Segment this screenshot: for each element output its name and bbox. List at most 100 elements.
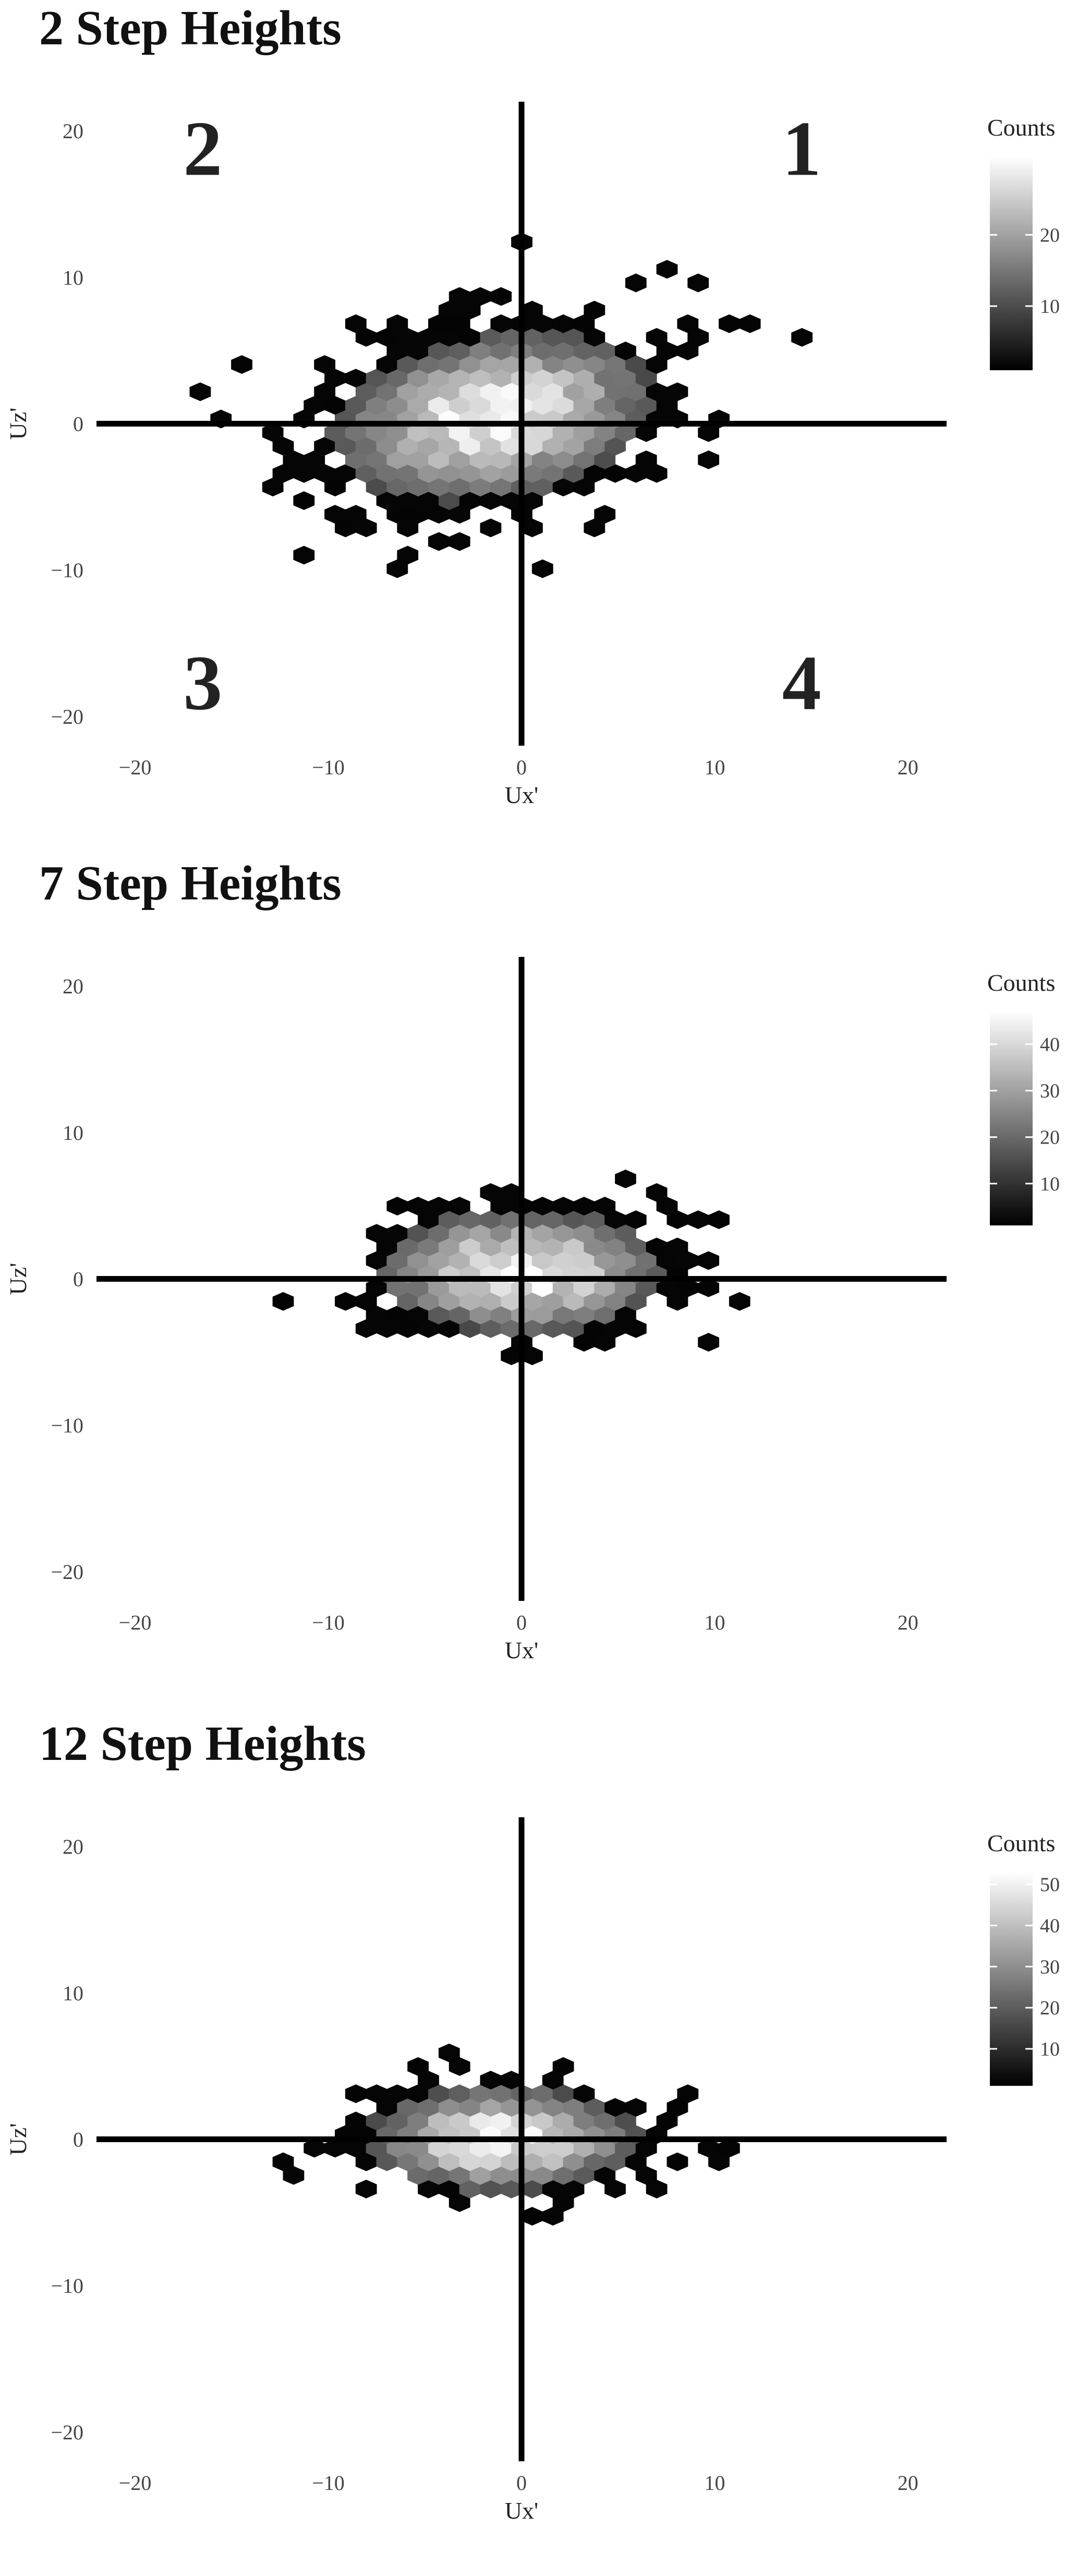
hexbin-cell	[345, 314, 367, 333]
y-tick-label: 10	[63, 1982, 83, 2005]
hexbin-cell	[594, 1197, 616, 1216]
hexbin-cell	[272, 1292, 294, 1311]
hexbin-cell	[480, 518, 502, 538]
x-axis-label: Ux'	[505, 782, 539, 808]
y-tick-label: 20	[63, 975, 83, 998]
hexbin-chart-3: 12 Step Heights −20 −10 0 10 20 −20 −10 0 10 20 Ux'…	[5, 1717, 1060, 2524]
y-tick-label: −20	[51, 1560, 83, 1584]
y-axis-label: Uz'	[5, 1263, 31, 1295]
hexbin-cell	[407, 2057, 429, 2076]
hexbin-cell	[698, 450, 719, 469]
legend-title: Counts	[987, 969, 1055, 996]
x-tick-label: 20	[898, 756, 918, 779]
hexbin-cell	[355, 2179, 377, 2198]
hexbin-cell	[646, 327, 668, 347]
hexbin-cell	[522, 2207, 543, 2226]
legend-colorbar	[990, 156, 1033, 370]
hexbin-cell	[791, 327, 813, 347]
hexbin-cell	[449, 532, 470, 551]
hexbin-cell	[667, 1237, 688, 1257]
legend-tick-label: 30	[1040, 1080, 1060, 1102]
hexbin-cell	[272, 2152, 294, 2171]
legend-tick-label: 30	[1040, 1956, 1060, 1978]
y-tick-label: 0	[73, 412, 83, 436]
legend-tick-label: 40	[1040, 1034, 1060, 1055]
hexbin-cell	[677, 2084, 699, 2104]
hexbin-cell	[552, 2057, 574, 2076]
legend-colorbar	[990, 1012, 1033, 1225]
y-tick-label: 20	[63, 119, 83, 143]
hexbin-cell	[293, 545, 315, 565]
y-tick-label: −10	[51, 2274, 83, 2298]
hexbin-cell	[708, 1210, 730, 1230]
x-tick-label: −10	[312, 756, 345, 779]
x-tick-label: 20	[898, 1611, 918, 1634]
x-tick-label: −20	[119, 1611, 152, 1634]
legend-tick-label: 10	[1040, 2038, 1060, 2060]
hexbin-cell	[231, 355, 252, 374]
hexbin-cell	[531, 559, 553, 578]
hexbin-layer	[272, 2043, 740, 2226]
x-tick-label: 10	[704, 1611, 725, 1634]
x-tick-label: 0	[516, 1611, 527, 1634]
hexbin-cell	[397, 545, 419, 565]
y-tick-label: −10	[51, 558, 83, 582]
hexbin-cell	[635, 450, 657, 469]
legend-tick-label: 10	[1040, 1173, 1060, 1195]
chart-title: 7 Step Heights	[39, 856, 342, 910]
hexbin-cell	[687, 1210, 709, 1230]
hexbin-cell	[615, 1169, 636, 1188]
hexbin-cell	[573, 2084, 595, 2104]
hexbin-cell	[314, 355, 335, 374]
hexbin-cell	[584, 300, 605, 320]
x-tick-label: 0	[516, 2471, 527, 2495]
hexbin-chart-2: 7 Step Heights −20 −10 0 10 20 −20 −10 0 10 20 Ux' U…	[5, 856, 1060, 1663]
hexbin-cell	[698, 1251, 719, 1270]
hexbin-cell	[615, 342, 636, 360]
chart-title: 12 Step Heights	[39, 1717, 366, 1771]
hexbin-cell	[656, 260, 678, 279]
x-tick-label: −10	[312, 1611, 345, 1634]
hexbin-cell	[625, 2098, 647, 2117]
y-tick-label: 10	[63, 1121, 83, 1145]
x-tick-label: 0	[516, 756, 527, 779]
panel-2: 7 Step Heights −20 −10 0 10 20 −20 −10 0 10 20 Ux' U…	[0, 855, 1078, 1716]
y-tick-label: 10	[63, 266, 83, 289]
x-tick-label: 10	[704, 756, 725, 779]
hexbin-cell	[625, 1210, 647, 1230]
y-tick-label: 0	[73, 1268, 83, 1291]
x-tick-label: 20	[898, 2471, 918, 2495]
hexbin-cell	[646, 1183, 668, 1202]
hexbin-cell	[698, 1333, 719, 1352]
hexbin-cell	[335, 1292, 356, 1311]
hexbin-cell	[428, 532, 450, 551]
x-axis-label: Ux'	[505, 1637, 539, 1663]
hexbin-cell	[739, 314, 761, 333]
hexbin-cell	[386, 1197, 408, 1216]
hexbin-cell	[293, 491, 315, 511]
hexbin-cell	[386, 314, 408, 333]
legend-title: Counts	[987, 114, 1055, 141]
x-tick-label: −20	[119, 2471, 152, 2495]
y-axis-label: Uz'	[5, 408, 31, 440]
y-tick-label: −20	[51, 705, 83, 728]
hexbin-cell	[687, 273, 709, 293]
hexbin-chart-1: 2 Step Heights 1 2 3 4 −20 −10 0 10 20 −20 −10 0 10 20…	[5, 1, 1060, 808]
legend-tick-label: 10	[1040, 296, 1060, 318]
quadrant-label: 1	[782, 105, 821, 192]
hexbin-cell	[667, 2152, 688, 2171]
panel-3: 12 Step Heights −20 −10 0 10 20 −20 −10 0 10 20 Ux'…	[0, 1716, 1078, 2576]
legend-title: Counts	[987, 1830, 1055, 1856]
y-tick-label: −20	[51, 2421, 83, 2444]
legend-tick-label: 40	[1040, 1915, 1060, 1937]
x-tick-label: −10	[312, 2471, 345, 2495]
hexbin-cell	[719, 314, 740, 333]
x-tick-label: 10	[704, 2471, 725, 2495]
hexbin-cell	[594, 505, 616, 524]
y-tick-label: 0	[73, 2128, 83, 2152]
chart-title: 2 Step Heights	[39, 1, 342, 55]
quadrant-label: 3	[183, 640, 222, 726]
quadrant-label: 2	[183, 105, 222, 192]
hexbin-cell	[345, 505, 367, 524]
hexbin-layer	[189, 233, 813, 578]
